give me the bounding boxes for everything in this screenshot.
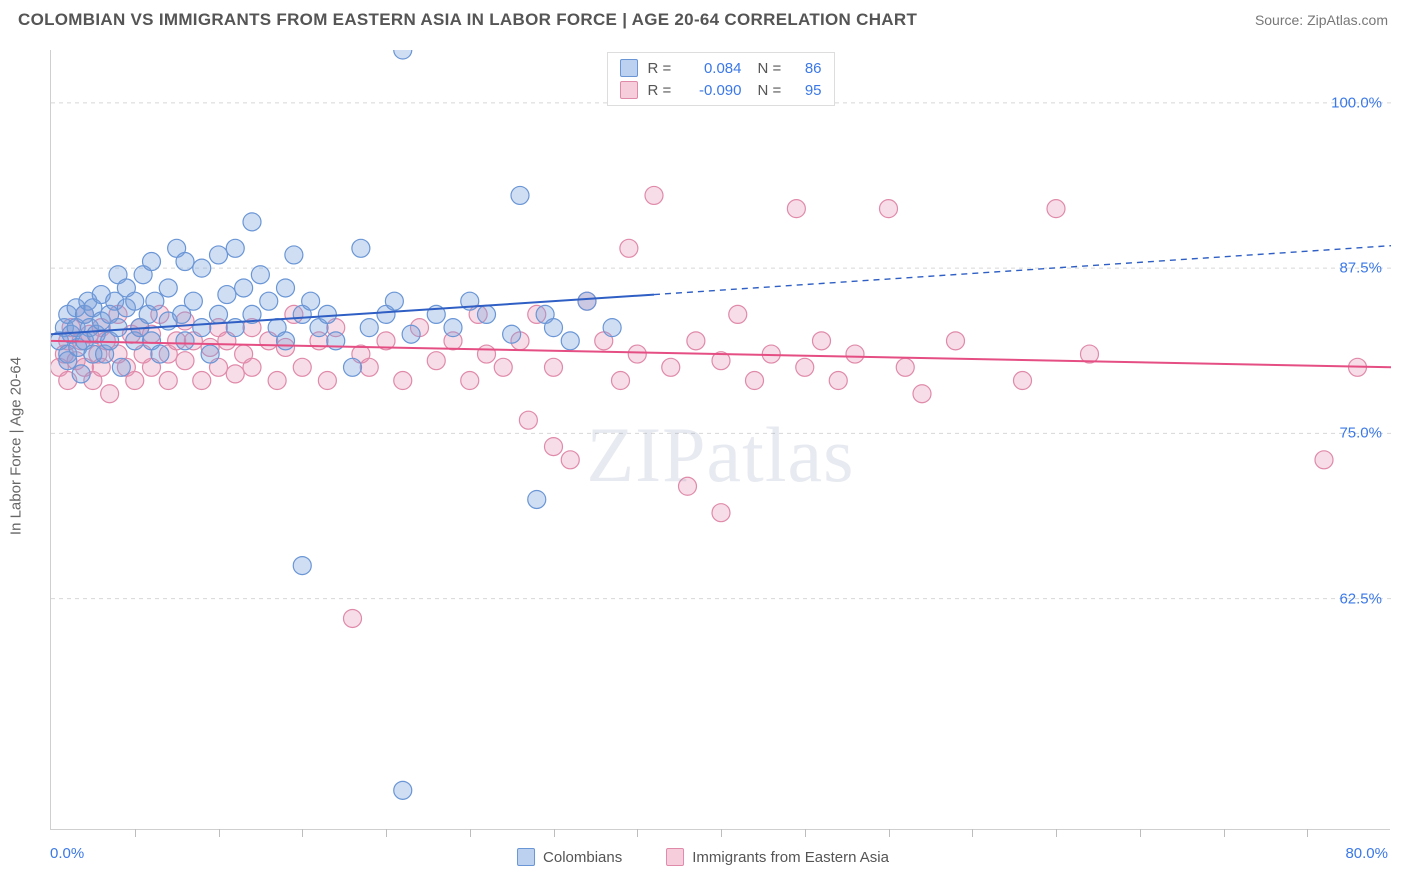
x-tick	[470, 829, 471, 837]
legend-item-colombians: Colombians	[517, 848, 622, 866]
x-tick	[386, 829, 387, 837]
y-tick-label: 62.5%	[1339, 590, 1382, 607]
x-tick	[1056, 829, 1057, 837]
series-legend: Colombians Immigrants from Eastern Asia	[517, 848, 889, 866]
correlation-row-colombians: R = 0.084 N = 86	[616, 57, 826, 79]
legend-item-eastern-asia: Immigrants from Eastern Asia	[666, 848, 889, 866]
n-value: 86	[796, 60, 822, 77]
legend-label: Immigrants from Eastern Asia	[692, 849, 889, 866]
correlation-legend: R = 0.084 N = 86 R = -0.090 N = 95	[607, 52, 835, 106]
x-tick	[135, 829, 136, 837]
correlation-row-eastern-asia: R = -0.090 N = 95	[616, 79, 826, 101]
x-tick	[972, 829, 973, 837]
r-label: R =	[648, 60, 676, 77]
swatch-icon	[666, 848, 684, 866]
n-label: N =	[758, 82, 786, 99]
r-label: R =	[648, 82, 676, 99]
y-axis-label: In Labor Force | Age 20-64	[8, 357, 25, 535]
x-tick	[721, 829, 722, 837]
chart-title: COLOMBIAN VS IMMIGRANTS FROM EASTERN ASI…	[18, 10, 917, 30]
x-tick	[302, 829, 303, 837]
source-attribution: Source: ZipAtlas.com	[1255, 12, 1388, 28]
x-tick	[1140, 829, 1141, 837]
x-tick	[889, 829, 890, 837]
x-tick	[637, 829, 638, 837]
n-value: 95	[796, 82, 822, 99]
x-tick	[1224, 829, 1225, 837]
swatch-icon	[517, 848, 535, 866]
x-tick	[1307, 829, 1308, 837]
x-tick	[805, 829, 806, 837]
y-tick-label: 100.0%	[1331, 94, 1382, 111]
r-value: 0.084	[686, 60, 742, 77]
x-max-label: 80.0%	[1345, 845, 1388, 862]
n-label: N =	[758, 60, 786, 77]
y-tick-label: 87.5%	[1339, 260, 1382, 277]
x-tick	[554, 829, 555, 837]
r-value: -0.090	[686, 82, 742, 99]
scatter-svg	[51, 50, 1391, 830]
swatch-icon	[620, 81, 638, 99]
x-min-label: 0.0%	[50, 845, 84, 862]
legend-label: Colombians	[543, 849, 622, 866]
x-tick	[219, 829, 220, 837]
chart-plot-area: ZIPatlas R = 0.084 N = 86 R = -0.090 N =…	[50, 50, 1390, 830]
y-tick-label: 75.0%	[1339, 425, 1382, 442]
swatch-icon	[620, 59, 638, 77]
chart-header: COLOMBIAN VS IMMIGRANTS FROM EASTERN ASI…	[0, 0, 1406, 36]
